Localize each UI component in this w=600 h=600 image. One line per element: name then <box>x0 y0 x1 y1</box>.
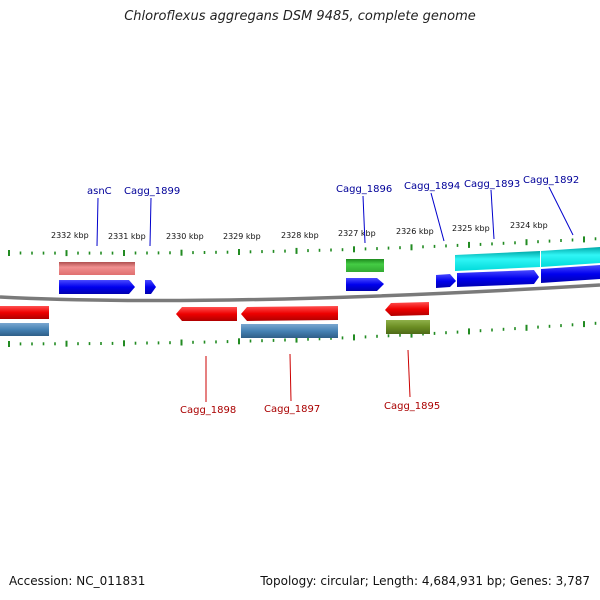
gene-label-Cagg_1898: Cagg_1898 <box>180 405 236 416</box>
cyan-feature-a <box>455 251 540 271</box>
tick-row-top <box>8 236 597 257</box>
tick-label-2327: 2327 kbp <box>338 229 376 238</box>
tick-label-2325: 2325 kbp <box>452 224 490 233</box>
gene-Cagg_1899 <box>145 280 156 294</box>
gene-label-Cagg_1893: Cagg_1893 <box>464 179 520 190</box>
tick-label-2331: 2331 kbp <box>108 232 146 241</box>
gene-Cagg_1898 <box>176 307 237 321</box>
leader-Cagg_1897 <box>289 353 292 402</box>
steel-feature <box>241 324 338 338</box>
steel-feature-left <box>0 323 49 336</box>
gene-label-asnC: asnC <box>87 186 112 197</box>
accession-label: Accession: NC_011831 <box>9 574 146 588</box>
tick-label-2332: 2332 kbp <box>51 231 89 240</box>
tick-label-2329: 2329 kbp <box>223 232 261 241</box>
gene-Cagg_1897 <box>241 306 338 321</box>
tick-label-2326: 2326 kbp <box>396 227 434 236</box>
gene-label-Cagg_1897: Cagg_1897 <box>264 404 320 415</box>
gene-label-Cagg_1894: Cagg_1894 <box>404 181 460 192</box>
leader-asnC <box>96 197 99 247</box>
leader-Cagg_1895 <box>407 349 411 398</box>
gene-left-reverse <box>0 306 49 319</box>
gene-Cagg_1894 <box>436 274 456 288</box>
pink-feature <box>59 262 135 275</box>
leader-Cagg_1896 <box>362 195 366 244</box>
tick-row-bottom <box>8 321 597 347</box>
map-title: Chloroflexus aggregans DSM 9485, complet… <box>124 9 476 24</box>
leader-Cagg_1893 <box>490 189 495 240</box>
olive-feature <box>386 320 430 334</box>
leader-Cagg_1892 <box>548 186 574 236</box>
gene-Cagg_1893 <box>457 270 539 287</box>
tick-label-2324: 2324 kbp <box>510 221 548 230</box>
cyan-feature-b <box>541 247 600 267</box>
genome-backbone <box>0 283 600 303</box>
gene-Cagg_1896 <box>346 278 384 291</box>
gene-label-Cagg_1896: Cagg_1896 <box>336 184 392 195</box>
leader-Cagg_1899 <box>149 197 152 247</box>
gene-label-Cagg_1892: Cagg_1892 <box>523 175 579 186</box>
green-feature <box>346 259 384 272</box>
gene-label-Cagg_1899: Cagg_1899 <box>124 186 180 197</box>
genome-summary: Topology: circular; Length: 4,684,931 bp… <box>260 574 590 588</box>
gene-Cagg_1892 <box>541 265 600 283</box>
leader-Cagg_1894 <box>430 192 445 242</box>
gene-Cagg_1895 <box>385 302 429 316</box>
gene-label-Cagg_1895: Cagg_1895 <box>384 401 440 412</box>
tick-label-2330: 2330 kbp <box>166 232 204 241</box>
tick-label-2328: 2328 kbp <box>281 231 319 240</box>
gene-asnC <box>59 280 135 294</box>
